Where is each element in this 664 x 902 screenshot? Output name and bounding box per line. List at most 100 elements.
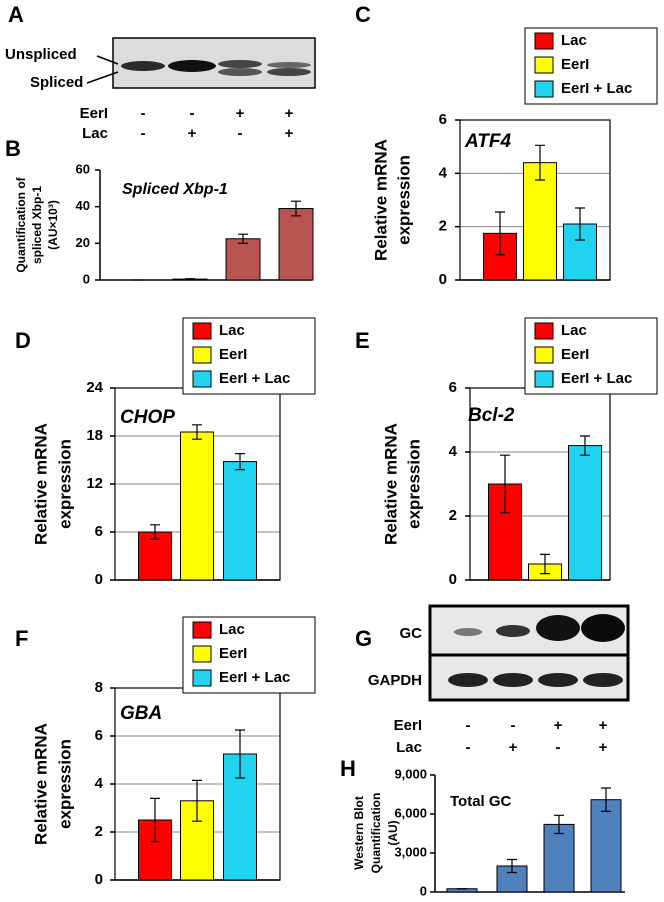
error-bar	[535, 144, 545, 181]
treatment-sign: -	[556, 739, 561, 756]
legend-label: EerI + Lac	[219, 370, 290, 387]
treatment-sign: +	[599, 739, 608, 756]
y-tick-label: 6	[439, 111, 447, 128]
y-tick-label: 24	[86, 379, 103, 396]
chart-title: Bcl-2	[468, 405, 515, 426]
bar	[278, 208, 314, 281]
treatment-sign: -	[141, 105, 146, 122]
gel-band	[168, 60, 216, 72]
legend-swatch	[534, 56, 554, 74]
y-tick-label: 12	[86, 475, 103, 492]
chart-title: GBA	[120, 703, 162, 724]
error-bar	[192, 779, 202, 822]
error-bar	[150, 524, 160, 540]
chart-title: Total GC	[450, 793, 512, 810]
y-tick-label: 0	[95, 571, 103, 588]
legend-label: EerI	[561, 346, 589, 363]
y-axis-label: Relative mRNA	[31, 423, 50, 545]
gel-band	[267, 68, 311, 76]
legend-swatch	[534, 346, 554, 364]
legend-label: EerI	[561, 56, 589, 73]
y-tick-label: 18	[86, 427, 103, 444]
bar	[523, 162, 557, 281]
y-tick-label: 3,000	[394, 844, 427, 859]
bar	[138, 819, 172, 881]
y-tick-label: 6	[95, 523, 103, 540]
arrow	[96, 55, 119, 65]
bar	[180, 431, 214, 581]
error-bar	[601, 787, 611, 812]
bar	[223, 461, 257, 581]
treatment-sign: +	[599, 717, 608, 734]
y-tick-label: 2	[449, 507, 457, 524]
chart-title: CHOP	[120, 407, 175, 428]
bar	[590, 799, 622, 893]
y-tick-label: 0	[449, 571, 457, 588]
panel-letter: E	[355, 328, 370, 353]
error-bar	[235, 453, 245, 471]
blot-band	[536, 615, 580, 641]
y-axis-label: expression	[55, 739, 74, 829]
error-bar	[500, 454, 510, 514]
blot-band	[493, 673, 533, 687]
treatment-sign: +	[236, 105, 245, 122]
band-label: Unspliced	[5, 46, 77, 63]
legend-swatch	[192, 621, 212, 639]
treatment-sign: -	[141, 125, 146, 142]
legend-swatch	[192, 346, 212, 364]
error-bar	[575, 207, 585, 241]
y-axis-label: expression	[394, 155, 413, 245]
y-axis-label: expression	[55, 439, 74, 529]
gel-band	[218, 60, 262, 68]
y-axis-label: expression	[404, 439, 423, 529]
treatment-sign: +	[188, 125, 197, 142]
legend-swatch	[534, 32, 554, 50]
legend-swatch	[192, 370, 212, 388]
legend-label: EerI + Lac	[561, 80, 632, 97]
blot-band	[496, 625, 530, 637]
treatment-sign: -	[238, 125, 243, 142]
bar	[543, 823, 575, 893]
legend-label: EerI + Lac	[561, 370, 632, 387]
panel-letter: G	[355, 626, 372, 651]
y-axis-label: Western Blot	[352, 796, 366, 870]
panel-letter: H	[340, 756, 356, 781]
panel-letter: B	[5, 136, 21, 161]
y-tick-label: 4	[439, 164, 448, 181]
legend-swatch	[534, 370, 554, 388]
legend-swatch	[192, 645, 212, 663]
chart-title: Spliced Xbp-1	[122, 181, 228, 198]
bar	[138, 531, 172, 581]
row-label: Lac	[82, 125, 108, 142]
y-tick-label: 20	[76, 235, 90, 250]
y-tick-label: 60	[76, 161, 90, 176]
legend-label: EerI	[219, 645, 247, 662]
y-tick-label: 4	[95, 775, 104, 792]
legend-label: EerI + Lac	[219, 669, 290, 686]
error-bar	[580, 435, 590, 456]
treatment-sign: +	[554, 717, 563, 734]
bar	[225, 238, 261, 281]
legend-label: Lac	[561, 32, 587, 49]
legend-label: EerI	[219, 346, 247, 363]
bar	[568, 445, 602, 581]
y-tick-label: 0	[95, 871, 103, 888]
blot-band	[583, 673, 623, 687]
y-tick-label: 2	[439, 218, 447, 235]
y-axis-label: Relative mRNA	[381, 423, 400, 545]
band-label: Spliced	[30, 74, 83, 91]
panel-letter: D	[15, 328, 31, 353]
arrow	[86, 71, 119, 84]
legend-label: Lac	[561, 322, 587, 339]
error-bar	[185, 278, 195, 281]
legend-swatch	[192, 669, 212, 687]
legend-swatch	[534, 322, 554, 340]
y-tick-label: 0	[420, 883, 427, 898]
y-axis-label: Relative mRNA	[371, 139, 390, 261]
treatment-sign: -	[511, 717, 516, 734]
gel-band	[121, 61, 165, 71]
error-bar	[507, 858, 517, 874]
chart-title: ATF4	[464, 131, 512, 152]
error-bar	[238, 233, 248, 244]
